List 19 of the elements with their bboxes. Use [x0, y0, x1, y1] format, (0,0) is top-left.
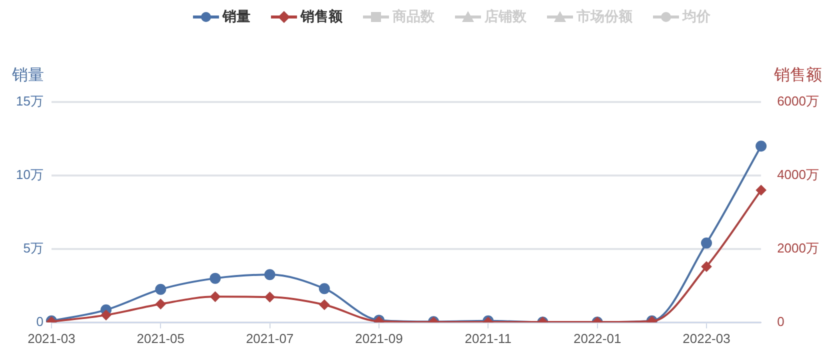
y2-axis-title: 销售额	[773, 65, 822, 84]
y2-tick-label: 2000万	[777, 240, 819, 256]
y-axis-title: 销量	[11, 65, 44, 84]
y-tick-label: 10万	[16, 167, 44, 182]
x-tick-label: 2021-11	[464, 330, 512, 346]
y-tick-label: 5万	[23, 240, 44, 256]
x-tick-label: 2021-09	[355, 330, 403, 346]
x-tick-label: 2022-03	[682, 330, 730, 346]
y-tick-label: 15万	[16, 94, 44, 109]
x-tick-label: 2021-07	[246, 330, 294, 346]
y-tick-label: 0	[36, 314, 44, 329]
y2-tick-label: 6000万	[777, 94, 819, 109]
legend-label: 销售额	[300, 8, 342, 26]
y2-tick-label: 4000万	[777, 167, 819, 182]
x-tick-label: 2021-05	[136, 330, 184, 346]
legend-label: 销量	[222, 8, 250, 26]
x-tick-label: 2021-03	[28, 330, 76, 346]
x-tick-label: 2022-01	[573, 330, 622, 346]
y2-tick-label: 0	[777, 314, 784, 329]
